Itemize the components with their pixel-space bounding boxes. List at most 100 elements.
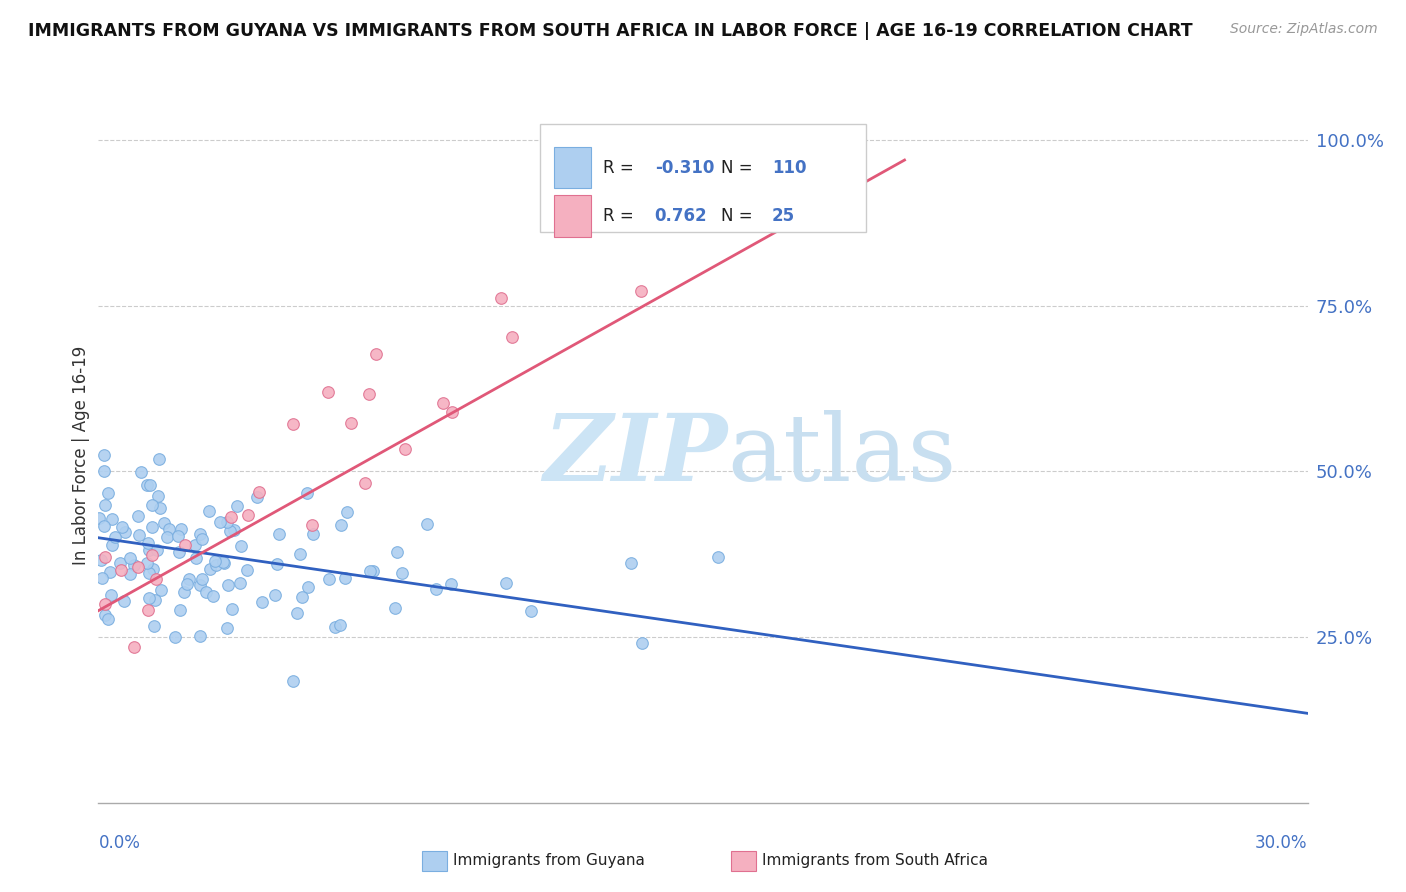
Point: [336, 505, 359, 519]
Point: [250, 595, 273, 609]
Point: [188, 578, 211, 592]
Point: [100, 588, 122, 602]
Point: [97, 612, 120, 626]
Point: [141, 498, 163, 512]
Point: [139, 478, 162, 492]
Point: [285, 606, 308, 620]
Point: [215, 621, 238, 635]
Point: [141, 548, 163, 562]
Y-axis label: In Labor Force | Age 16-19: In Labor Force | Age 16-19: [72, 345, 90, 565]
Text: ZIP: ZIP: [543, 410, 727, 500]
Point: [167, 545, 190, 559]
Point: [495, 575, 517, 590]
Text: Immigrants from South Africa: Immigrants from South Africa: [762, 854, 988, 868]
Text: R =: R =: [603, 207, 638, 225]
Point: [128, 528, 150, 542]
Point: [93, 448, 115, 462]
Point: [209, 515, 232, 529]
Point: [229, 575, 252, 590]
Point: [195, 585, 218, 599]
Point: [318, 385, 340, 400]
Point: [339, 416, 361, 430]
Point: [266, 557, 288, 571]
Point: [110, 563, 132, 577]
Point: [146, 543, 169, 558]
Point: [145, 572, 167, 586]
Text: 0.0%: 0.0%: [98, 834, 141, 852]
Point: [97, 486, 120, 500]
Point: [246, 490, 269, 504]
Point: [138, 591, 160, 606]
Point: [98, 565, 121, 579]
Point: [94, 549, 117, 564]
Point: [173, 538, 195, 552]
Point: [136, 557, 159, 571]
Point: [520, 604, 543, 618]
Point: [440, 576, 463, 591]
Point: [236, 508, 259, 523]
Point: [191, 572, 214, 586]
Point: [108, 556, 131, 570]
Point: [432, 396, 454, 410]
Point: [359, 387, 381, 401]
Point: [131, 466, 153, 480]
Point: [184, 550, 207, 565]
Point: [169, 603, 191, 617]
Point: [114, 525, 136, 540]
Point: [142, 562, 165, 576]
Point: [188, 629, 211, 643]
Point: [361, 564, 384, 578]
Point: [138, 543, 160, 558]
Point: [191, 532, 214, 546]
Point: [222, 523, 245, 537]
Point: [101, 512, 124, 526]
Point: [202, 589, 225, 603]
Point: [124, 558, 146, 572]
Point: [302, 526, 325, 541]
Point: [93, 519, 115, 533]
Point: [219, 510, 242, 524]
Point: [205, 558, 228, 572]
Point: [267, 526, 290, 541]
Point: [200, 562, 222, 576]
Point: [391, 566, 413, 580]
Point: [93, 498, 115, 512]
Point: [148, 451, 170, 466]
Point: [138, 566, 160, 581]
Point: [264, 588, 287, 602]
Point: [394, 442, 416, 456]
Point: [226, 499, 249, 513]
Point: [153, 516, 176, 530]
Point: [157, 522, 180, 536]
Point: [707, 549, 730, 564]
Point: [501, 330, 523, 344]
Point: [425, 582, 447, 596]
Point: [127, 508, 149, 523]
Text: atlas: atlas: [727, 410, 956, 500]
Point: [166, 529, 188, 543]
Point: [91, 570, 114, 584]
Point: [104, 530, 127, 544]
Point: [118, 551, 141, 566]
Point: [143, 592, 166, 607]
Point: [211, 555, 233, 569]
Point: [295, 486, 318, 500]
Point: [148, 489, 170, 503]
Point: [176, 577, 198, 591]
Point: [101, 538, 124, 552]
Point: [93, 464, 115, 478]
Text: 110: 110: [772, 159, 807, 177]
Point: [94, 607, 117, 622]
Point: [163, 631, 186, 645]
Point: [217, 578, 239, 592]
Text: 0.762: 0.762: [655, 207, 707, 225]
Text: -0.310: -0.310: [655, 159, 714, 177]
Point: [87, 511, 110, 525]
Point: [330, 517, 353, 532]
Point: [329, 617, 352, 632]
Point: [318, 572, 340, 586]
Text: R =: R =: [603, 159, 638, 177]
Point: [110, 520, 132, 534]
Point: [218, 524, 240, 538]
Text: 30.0%: 30.0%: [1256, 834, 1308, 852]
